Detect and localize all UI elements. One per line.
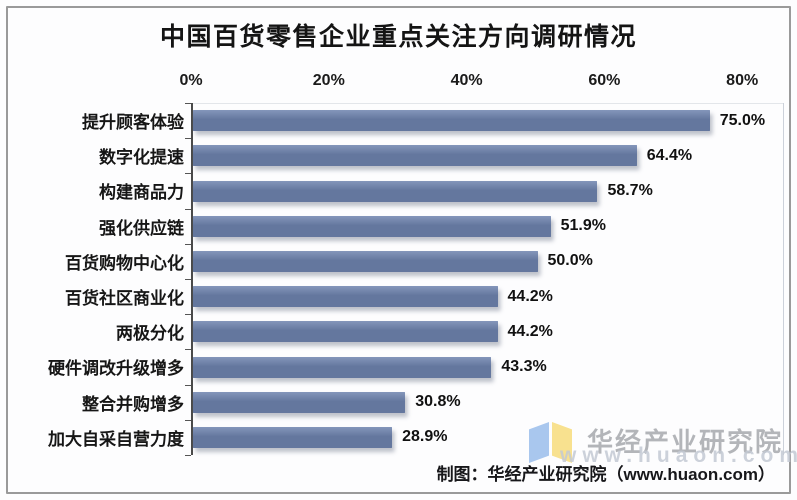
category-label: 百货社区商业化 [65, 289, 184, 309]
y-axis-tick-mark [185, 173, 191, 175]
bar [193, 356, 492, 378]
category-label: 两极分化 [116, 324, 184, 344]
logo-right-page-shape [552, 422, 572, 463]
value-label: 51.9% [560, 217, 606, 235]
y-axis-tick-mark [185, 208, 191, 210]
bar [193, 321, 498, 343]
value-label: 50.0% [547, 252, 593, 270]
bar [193, 250, 538, 272]
huaon-logo-icon [529, 422, 573, 463]
x-axis-tick-label: 80% [726, 72, 759, 89]
y-axis-tick-mark [185, 243, 191, 245]
value-label: 30.8% [415, 393, 461, 411]
y-axis-tick-mark [185, 103, 191, 104]
value-label: 75.0% [719, 111, 766, 129]
y-axis-line [191, 103, 193, 455]
bar [193, 426, 393, 448]
plot-top-gridline [193, 103, 783, 104]
x-axis-tick-label: 0% [179, 72, 203, 89]
y-axis-tick-mark [185, 138, 191, 140]
bar [193, 110, 710, 132]
category-label: 提升顾客体验 [82, 113, 184, 133]
bar [193, 180, 598, 202]
chart-title: 中国百货零售企业重点关注方向调研情况 [159, 24, 637, 51]
bar [193, 286, 498, 308]
credit-text: 制图：华经产业研究院（www.huaon.com） [436, 465, 775, 484]
category-label: 构建商品力 [99, 183, 184, 203]
value-label: 64.4% [646, 146, 693, 164]
watermark-url-text: www.huaon.com [560, 444, 797, 467]
bar [193, 145, 637, 167]
x-axis-tick-label: 20% [312, 72, 345, 89]
logo-left-page-shape [529, 422, 549, 463]
value-label: 44.2% [507, 322, 553, 340]
y-axis-tick-mark [185, 419, 191, 421]
y-axis-tick-mark [185, 384, 191, 386]
y-axis-tick-mark [185, 314, 191, 316]
plot-right-gridline [783, 103, 784, 455]
y-axis-tick-mark [185, 279, 191, 280]
bar [193, 215, 551, 237]
category-label: 百货购物中心化 [65, 253, 184, 273]
category-label: 整合并购增多 [82, 394, 184, 414]
category-label: 加大自采自营力度 [48, 429, 184, 449]
x-axis-tick-label: 40% [450, 72, 483, 89]
category-label: 数字化提速 [99, 148, 184, 168]
y-axis-tick-mark [185, 455, 191, 456]
category-label: 硬件调改升级增多 [48, 359, 184, 379]
x-axis-tick-label: 60% [588, 72, 621, 89]
bar [193, 391, 406, 413]
value-label: 43.3% [501, 357, 547, 375]
y-axis-tick-mark [185, 349, 191, 351]
value-label: 28.9% [402, 428, 448, 446]
value-label: 58.7% [607, 181, 653, 199]
value-label: 44.2% [507, 287, 553, 305]
category-label: 强化供应链 [99, 218, 184, 238]
watermark-brand-text: 华经产业研究院 [587, 427, 784, 457]
